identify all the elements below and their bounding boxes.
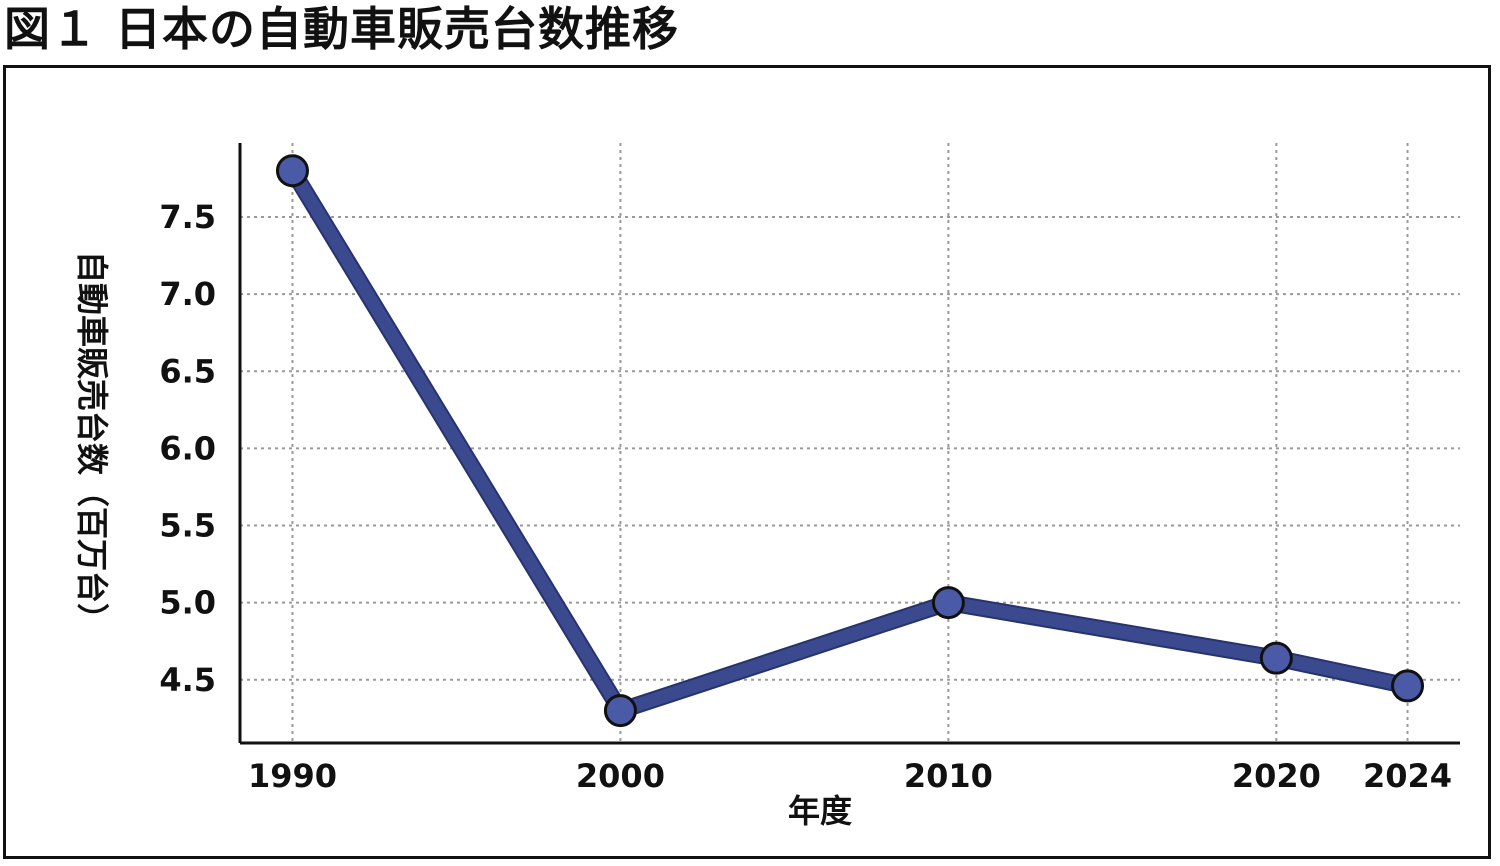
data-point [931, 586, 965, 620]
figure-title: 図１ 日本の自動車販売台数推移 [4, 2, 680, 56]
x-tick-label: 2010 [904, 757, 993, 795]
tick-layer: 4.5 5.0 5.5 6.0 6.5 7.0 7.5 1990 2000 2010 2020 202… [159, 198, 1452, 795]
series-layer [275, 154, 1425, 728]
y-axis-label: 自動車販売台数（百万台） [73, 251, 111, 635]
y-tick-label: 7.5 [159, 198, 216, 236]
y-tick-label: 6.0 [159, 429, 216, 467]
y-tick-label: 7.0 [159, 275, 216, 313]
y-tick-label: 5.5 [159, 507, 216, 545]
x-tick-label: 2024 [1363, 757, 1452, 795]
data-point [1391, 669, 1425, 703]
x-tick-label: 2000 [576, 757, 665, 795]
x-axis-label: 年度 [788, 792, 852, 830]
axes-layer [238, 143, 1460, 745]
x-tick-label: 1990 [248, 757, 337, 795]
chart-frame [3, 65, 1491, 859]
y-tick-label: 5.0 [159, 584, 216, 622]
y-tick-label: 4.5 [159, 661, 216, 699]
x-tick-label: 2020 [1232, 757, 1321, 795]
data-point [603, 694, 637, 728]
series-line [285, 164, 1415, 718]
data-point [275, 154, 309, 188]
y-tick-label: 6.5 [159, 352, 216, 390]
data-point [1259, 641, 1293, 675]
